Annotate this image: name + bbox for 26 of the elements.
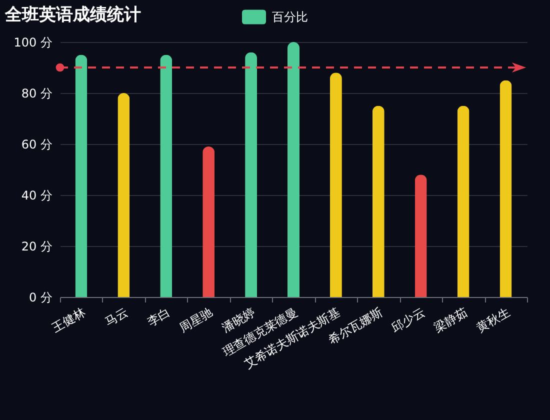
x-tick-label: 邱少云: [389, 304, 428, 335]
bar: [330, 72, 342, 297]
y-tick-label: 60 分: [21, 138, 52, 152]
bar: [414, 174, 427, 297]
bar: [500, 80, 512, 297]
x-tick-label: 周星驰: [176, 304, 216, 335]
bar: [118, 93, 130, 297]
bar: [245, 52, 258, 297]
bar: [75, 54, 88, 297]
y-tick-label: 80 分: [21, 86, 52, 100]
x-tick-label: 王健林: [50, 304, 88, 335]
x-tick-label: 黄秋生: [474, 304, 512, 335]
chart-title: 全班英语成绩统计: [4, 5, 141, 25]
bar: [288, 42, 300, 297]
y-tick-label: 0 分: [29, 290, 52, 304]
x-tick-label: 梁静茹: [432, 304, 470, 335]
bar: [372, 106, 384, 297]
y-tick-label: 40 分: [21, 188, 52, 202]
y-tick-label: 100 分: [14, 36, 52, 50]
y-tick-label: 20 分: [21, 240, 52, 254]
bar: [457, 106, 470, 297]
legend-label: 百分比: [272, 10, 308, 24]
x-tick-label: 李白: [144, 304, 173, 329]
bar: [160, 54, 172, 297]
bar: [202, 146, 215, 297]
x-tick-label: 马云: [102, 304, 130, 329]
